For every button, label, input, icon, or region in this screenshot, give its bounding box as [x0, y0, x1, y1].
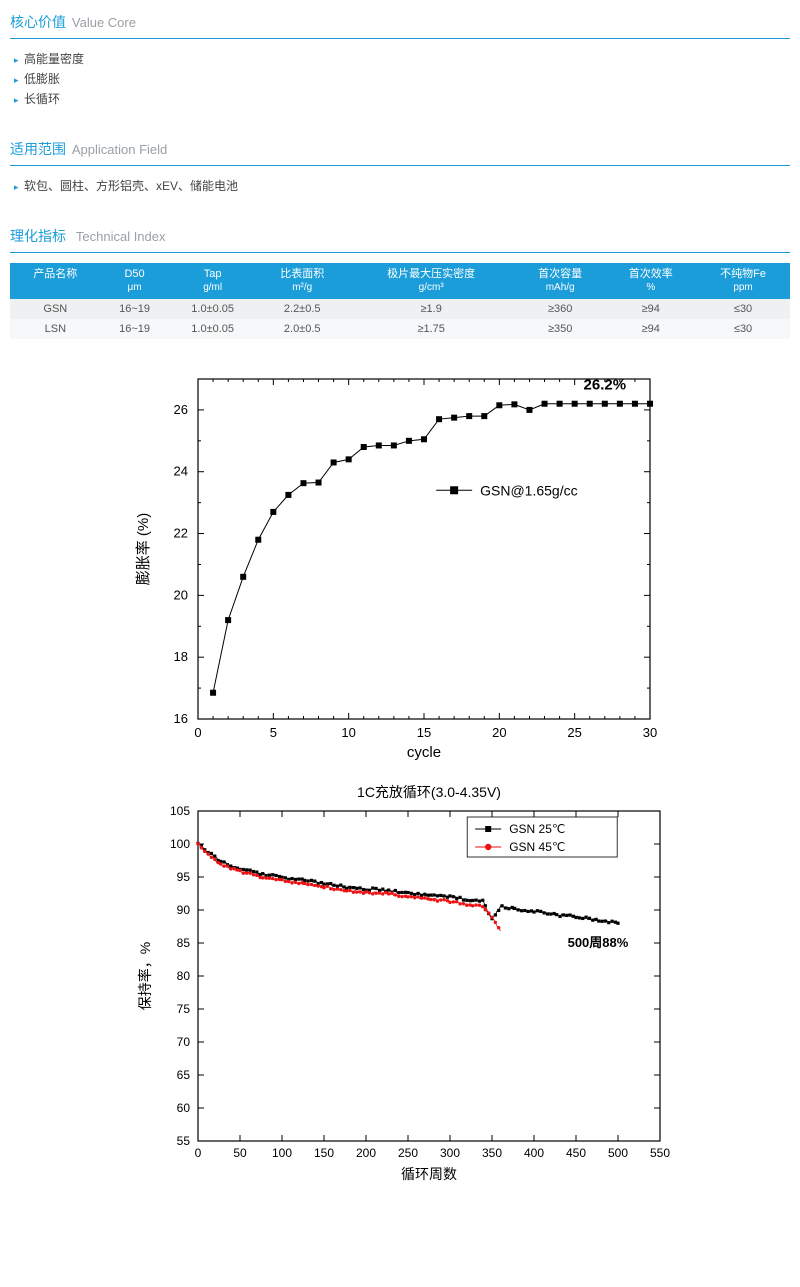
- table-cell: 1.0±0.05: [168, 319, 256, 339]
- svg-text:5: 5: [270, 725, 277, 740]
- table-header: 首次容量mAh/g: [515, 263, 606, 299]
- svg-text:85: 85: [177, 936, 191, 950]
- table-cell: ≤30: [696, 319, 790, 339]
- svg-text:10: 10: [341, 725, 355, 740]
- svg-text:24: 24: [174, 464, 188, 479]
- table-cell: ≥1.75: [348, 319, 515, 339]
- svg-text:80: 80: [177, 969, 191, 983]
- svg-text:100: 100: [272, 1146, 292, 1160]
- tech-index-title: 理化指标 Technical Index: [10, 222, 790, 253]
- table-cell: 2.0±0.5: [257, 319, 348, 339]
- value-core-section: 核心价值 Value Core 高能量密度低膨胀长循环: [0, 0, 800, 109]
- application-list: 软包、圆柱、方形铝壳、xEV、储能电池: [10, 176, 790, 196]
- svg-text:16: 16: [174, 711, 188, 726]
- title-zh: 理化指标: [10, 228, 66, 244]
- svg-text:65: 65: [177, 1068, 191, 1082]
- application-section: 适用范围 Application Field 软包、圆柱、方形铝壳、xEV、储能…: [0, 127, 800, 196]
- svg-text:0: 0: [195, 1146, 202, 1160]
- list-item: 软包、圆柱、方形铝壳、xEV、储能电池: [14, 176, 790, 196]
- svg-text:20: 20: [174, 587, 188, 602]
- application-title: 适用范围 Application Field: [10, 135, 790, 166]
- title-zh: 适用范围: [10, 141, 66, 157]
- title-en: Application Field: [72, 142, 167, 157]
- svg-text:50: 50: [233, 1146, 247, 1160]
- svg-text:cycle: cycle: [407, 744, 441, 761]
- table-header: Tapg/ml: [168, 263, 256, 299]
- table-cell: ≥94: [605, 299, 696, 319]
- svg-text:30: 30: [643, 725, 657, 740]
- title-zh: 核心价值: [10, 14, 66, 30]
- table-cell: 16~19: [101, 299, 169, 319]
- table-cell: 2.2±0.5: [257, 299, 348, 319]
- table-row: LSN16~191.0±0.052.0±0.5≥1.75≥350≥94≤30: [10, 319, 790, 339]
- svg-text:500: 500: [608, 1146, 628, 1160]
- table-cell: ≥360: [515, 299, 606, 319]
- svg-text:膨胀率 (%): 膨胀率 (%): [135, 513, 152, 586]
- svg-text:0: 0: [194, 725, 201, 740]
- svg-text:400: 400: [524, 1146, 544, 1160]
- svg-text:200: 200: [356, 1146, 376, 1160]
- svg-text:60: 60: [177, 1101, 191, 1115]
- svg-text:GSN 25℃: GSN 25℃: [509, 822, 565, 836]
- svg-text:GSN@1.65g/cc: GSN@1.65g/cc: [480, 482, 577, 498]
- table-cell: ≥94: [605, 319, 696, 339]
- svg-text:20: 20: [492, 725, 506, 740]
- list-item: 长循环: [14, 89, 790, 109]
- svg-text:70: 70: [177, 1035, 191, 1049]
- title-en: Technical Index: [76, 229, 166, 244]
- table-row: GSN16~191.0±0.052.2±0.5≥1.9≥360≥94≤30: [10, 299, 790, 319]
- svg-text:150: 150: [314, 1146, 334, 1160]
- svg-text:250: 250: [398, 1146, 418, 1160]
- list-item: 低膨胀: [14, 69, 790, 89]
- title-en: Value Core: [72, 15, 136, 30]
- value-core-title: 核心价值 Value Core: [10, 8, 790, 39]
- svg-text:550: 550: [650, 1146, 670, 1160]
- svg-text:300: 300: [440, 1146, 460, 1160]
- table-cell: 1.0±0.05: [168, 299, 256, 319]
- svg-text:25: 25: [567, 725, 581, 740]
- svg-text:500周88%: 500周88%: [568, 935, 629, 950]
- chart2-wrap: 1C充放循环(3.0-4.35V) 0 50 100 150 200 250 300 350 40…: [0, 777, 800, 1199]
- svg-text:55: 55: [177, 1134, 191, 1148]
- svg-text:保持率，%: 保持率，%: [137, 942, 153, 1010]
- svg-text:350: 350: [482, 1146, 502, 1160]
- table-cell: ≥350: [515, 319, 606, 339]
- svg-text:100: 100: [170, 837, 190, 851]
- svg-text:1C充放循环(3.0-4.35V): 1C充放循环(3.0-4.35V): [357, 784, 501, 800]
- table-header: 首次效率%: [605, 263, 696, 299]
- table-cell: ≤30: [696, 299, 790, 319]
- table-cell: ≥1.9: [348, 299, 515, 319]
- table-header: 产品名称: [10, 263, 101, 299]
- svg-text:90: 90: [177, 903, 191, 917]
- svg-text:26: 26: [174, 402, 188, 417]
- svg-text:26.2%: 26.2%: [584, 377, 627, 394]
- svg-text:GSN 45℃: GSN 45℃: [509, 840, 565, 854]
- table-cell: 16~19: [101, 319, 169, 339]
- expansion-chart: 0 5 10 15 20 25 30 16 18 20 22 24 26 cycle 膨胀率 (%) 26.2…: [120, 359, 680, 769]
- spec-table: 产品名称 D50μmTapg/ml比表面积m²/g极片最大压实密度g/cm³首次…: [10, 263, 790, 339]
- table-header: D50μm: [101, 263, 169, 299]
- value-core-list: 高能量密度低膨胀长循环: [10, 49, 790, 109]
- svg-text:18: 18: [174, 649, 188, 664]
- svg-text:22: 22: [174, 526, 188, 541]
- table-cell: GSN: [10, 299, 101, 319]
- cycle-chart: 1C充放循环(3.0-4.35V) 0 50 100 150 200 250 300 350 40…: [120, 781, 680, 1191]
- chart1-wrap: 0 5 10 15 20 25 30 16 18 20 22 24 26 cycle 膨胀率 (%) 26.2…: [0, 339, 800, 777]
- svg-text:105: 105: [170, 804, 190, 818]
- table-header: 比表面积m²/g: [257, 263, 348, 299]
- tech-index-section: 理化指标 Technical Index 产品名称 D50μmTapg/ml比表…: [0, 214, 800, 339]
- svg-text:450: 450: [566, 1146, 586, 1160]
- table-cell: LSN: [10, 319, 101, 339]
- svg-text:75: 75: [177, 1002, 191, 1016]
- svg-text:95: 95: [177, 870, 191, 884]
- table-header: 极片最大压实密度g/cm³: [348, 263, 515, 299]
- table-header: 不纯物Feppm: [696, 263, 790, 299]
- svg-text:15: 15: [417, 725, 431, 740]
- svg-text:循环周数: 循环周数: [401, 1166, 457, 1182]
- list-item: 高能量密度: [14, 49, 790, 69]
